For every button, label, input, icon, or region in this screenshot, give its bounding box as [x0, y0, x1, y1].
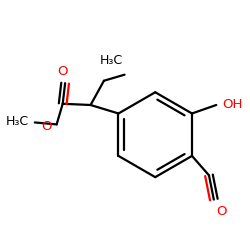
Text: O: O — [41, 120, 51, 133]
Text: O: O — [57, 65, 68, 78]
Text: H₃C: H₃C — [100, 54, 122, 67]
Text: OH: OH — [222, 98, 243, 112]
Text: O: O — [216, 205, 227, 218]
Text: H₃C: H₃C — [6, 115, 28, 128]
